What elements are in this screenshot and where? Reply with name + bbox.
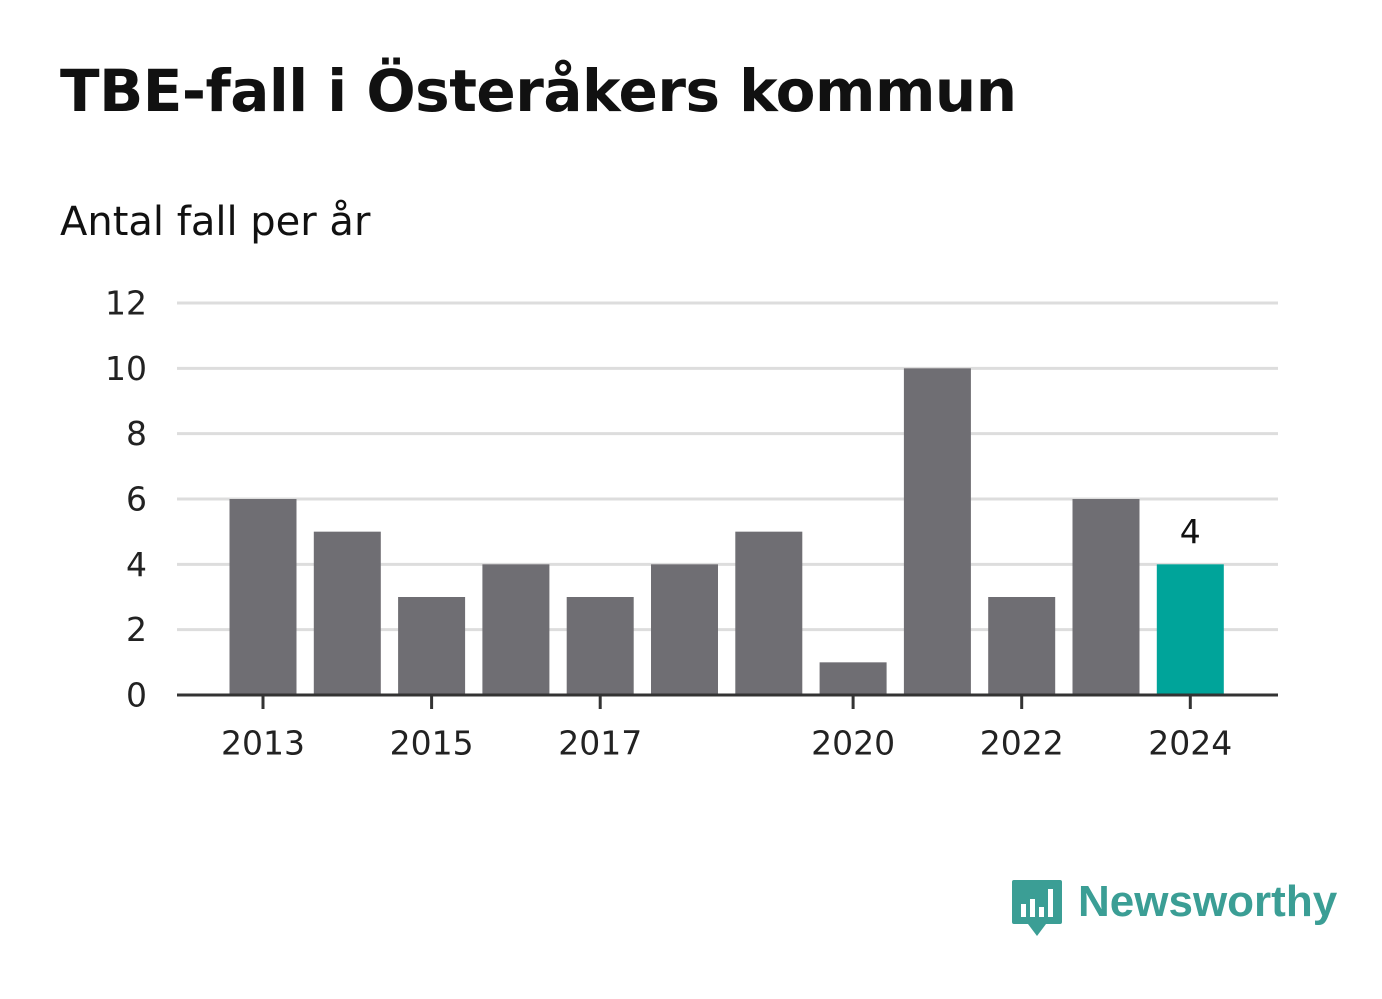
bar-2016 <box>482 564 550 695</box>
x-axis <box>177 693 1278 709</box>
bar-2024 <box>1156 564 1224 695</box>
bars <box>229 368 1224 695</box>
bar-2017 <box>566 597 634 695</box>
chart-subtitle: Antal fall per år <box>60 199 371 245</box>
y-tick-label: 4 <box>126 545 147 584</box>
newsworthy-logo: Newsworthy <box>1010 878 1337 940</box>
bar-2018 <box>651 564 718 695</box>
data-label-2024: 4 <box>1180 512 1201 551</box>
newsworthy-logo-text: Newsworthy <box>1078 877 1338 926</box>
bar-2019 <box>735 531 803 695</box>
y-tick-label: 10 <box>105 349 147 388</box>
newsworthy-logo-icon <box>1012 880 1062 936</box>
y-tick-label: 2 <box>126 610 147 649</box>
bar-2023 <box>1072 499 1140 695</box>
bar-2013 <box>229 499 297 695</box>
x-tick-label: 2013 <box>221 724 305 763</box>
data-labels: 4 <box>1180 512 1201 551</box>
x-tick-label: 2020 <box>811 724 895 763</box>
bar-2020 <box>819 662 887 695</box>
x-tick-label: 2017 <box>558 724 642 763</box>
y-tick-label: 12 <box>105 284 147 323</box>
y-tick-label: 0 <box>126 676 147 715</box>
y-tick-label: 8 <box>126 414 147 453</box>
chart-title: TBE-fall i Österåkers kommun <box>60 57 1017 125</box>
y-tick-label: 6 <box>126 480 147 519</box>
x-tick-label: 2024 <box>1148 724 1232 763</box>
bar-2014 <box>313 531 381 695</box>
x-tick-label: 2015 <box>390 724 474 763</box>
bar-2022 <box>988 597 1056 695</box>
y-axis-tick-labels: 0 2 4 6 8 10 12 <box>105 284 147 715</box>
x-tick-label: 2022 <box>980 724 1064 763</box>
bar-2021 <box>903 368 971 695</box>
x-axis-tick-labels: 2013 2015 2017 2020 2022 2024 <box>221 724 1232 763</box>
bar-2015 <box>398 597 466 695</box>
